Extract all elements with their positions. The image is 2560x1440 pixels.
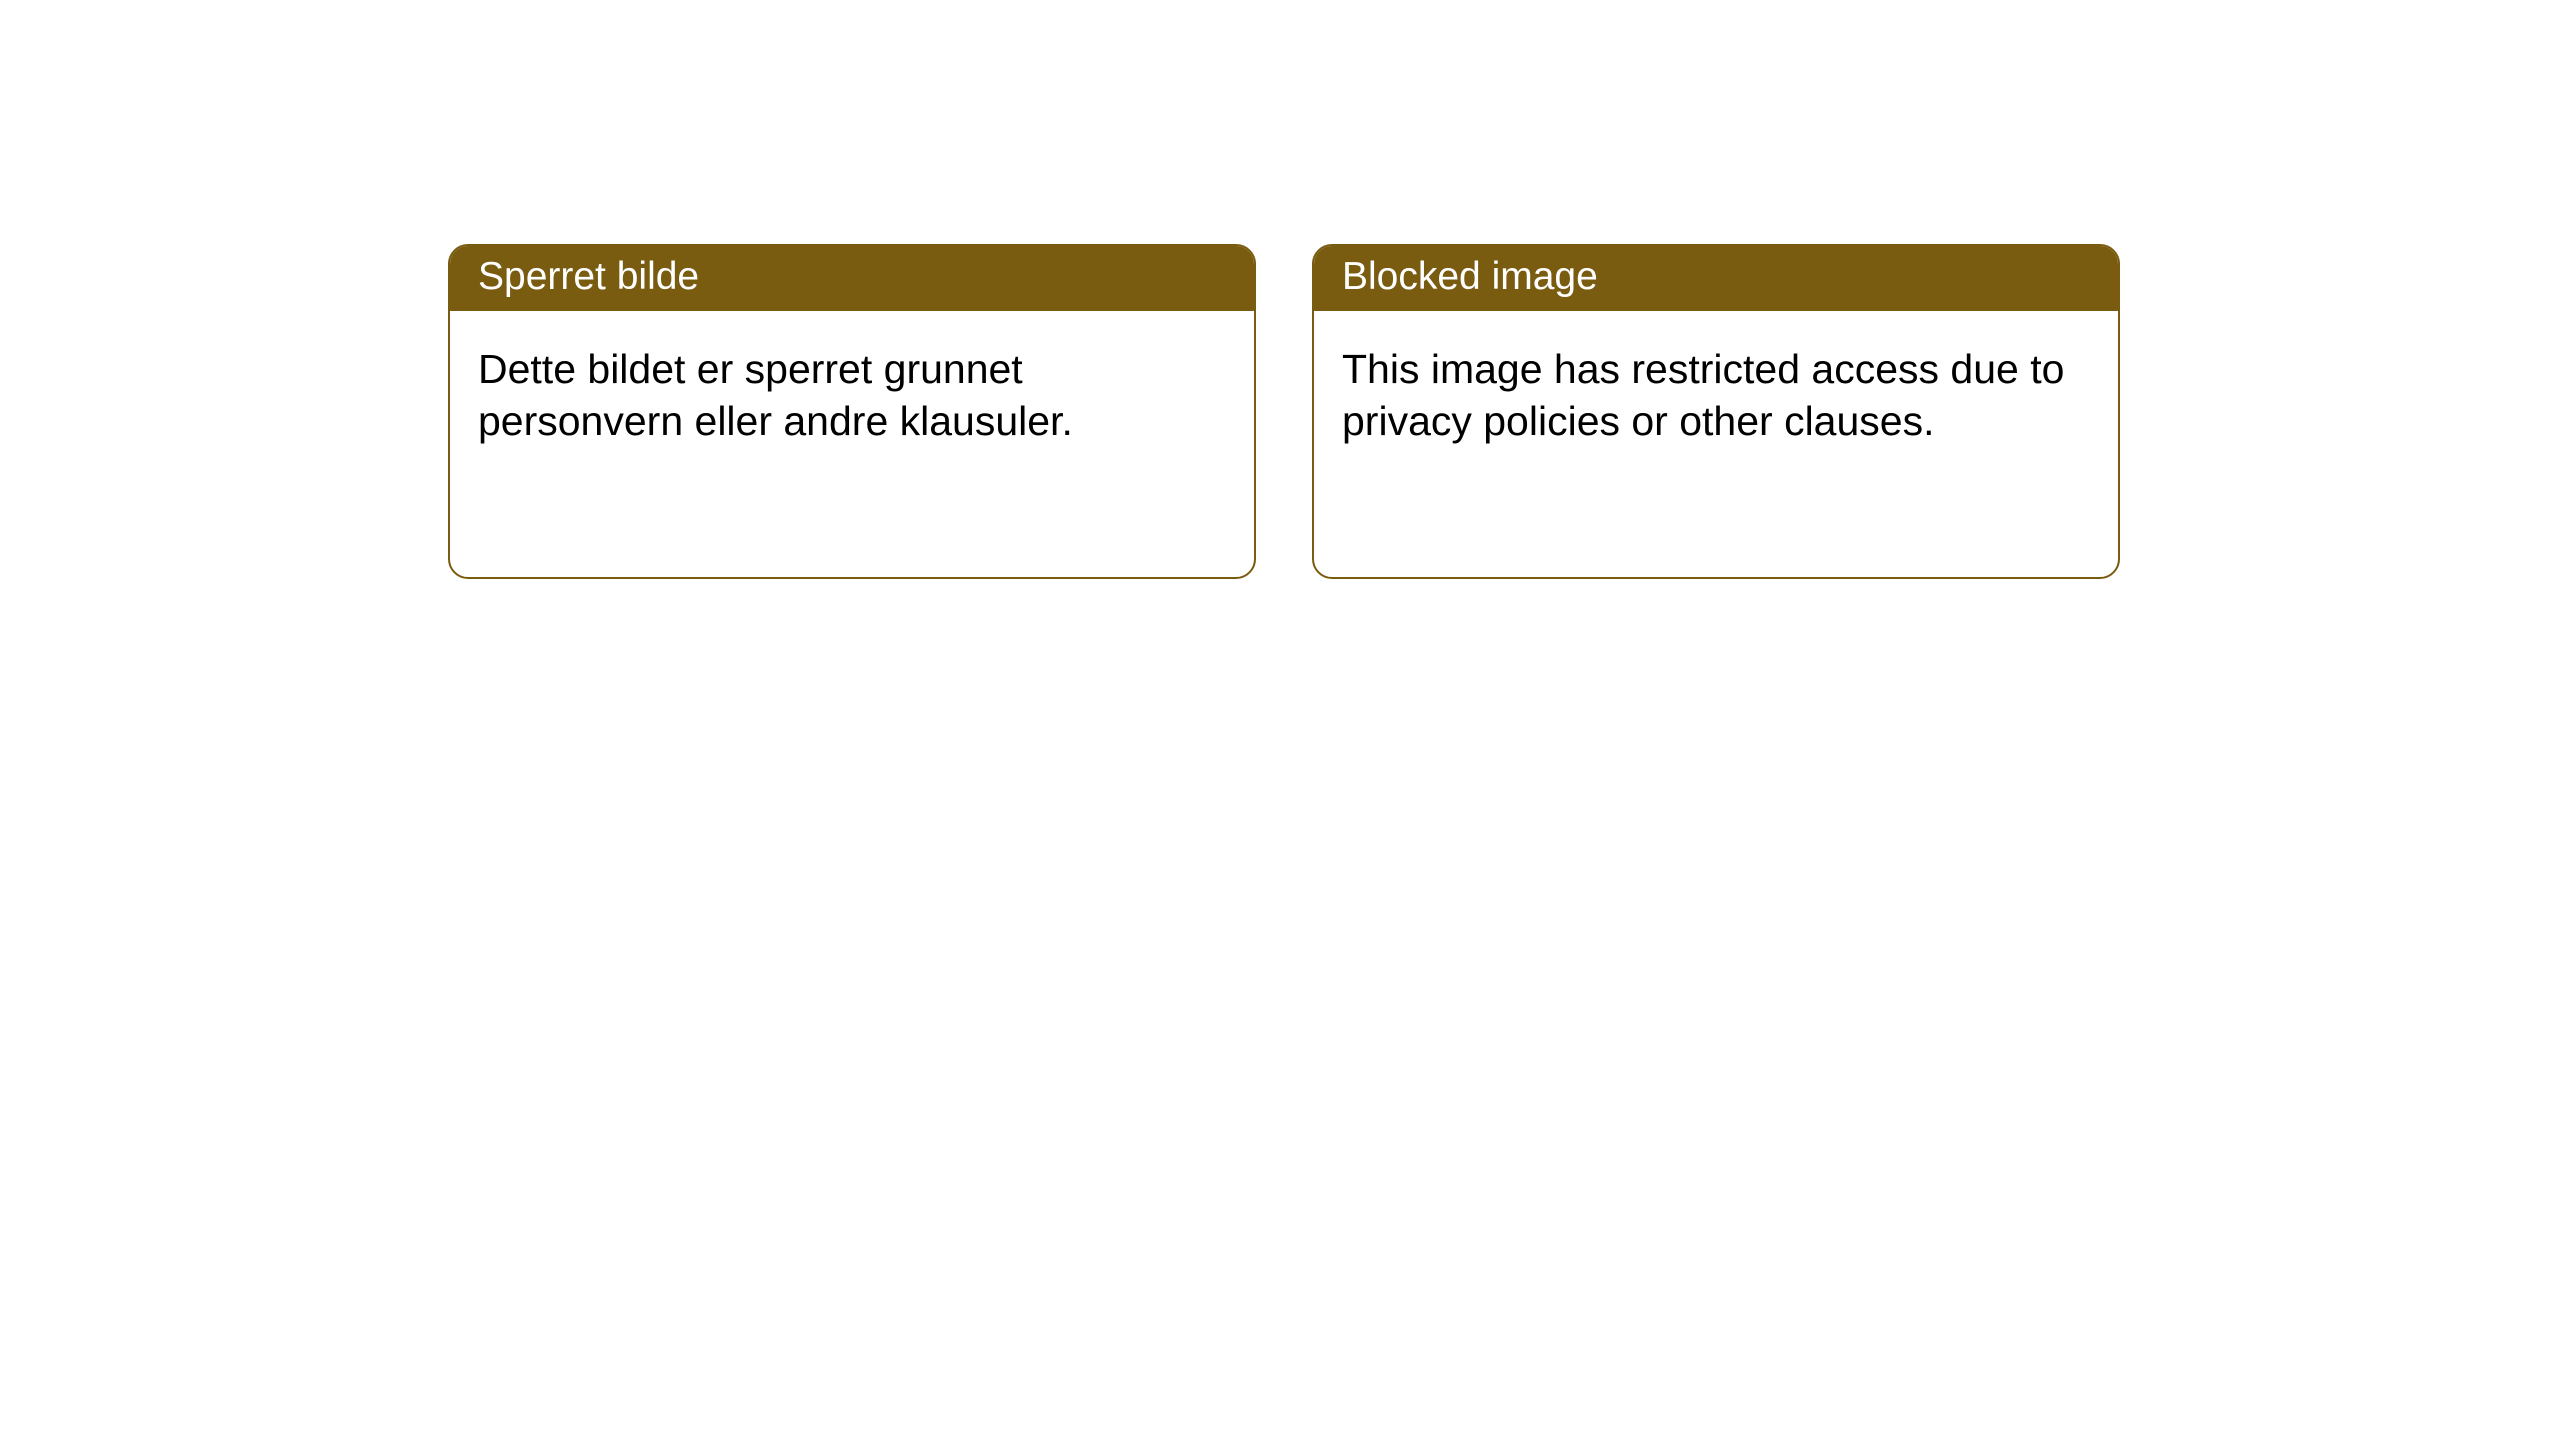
notice-card-header: Blocked image (1314, 246, 2118, 311)
notice-card-body-text: Dette bildet er sperret grunnet personve… (478, 346, 1073, 444)
notice-card-title: Blocked image (1342, 255, 1598, 298)
notice-card-english: Blocked image This image has restricted … (1312, 244, 2120, 579)
notice-card-norwegian: Sperret bilde Dette bildet er sperret gr… (448, 244, 1256, 579)
notice-card-body: This image has restricted access due to … (1314, 311, 2118, 480)
notice-card-header: Sperret bilde (450, 246, 1254, 311)
notice-card-body: Dette bildet er sperret grunnet personve… (450, 311, 1254, 480)
notice-card-title: Sperret bilde (478, 255, 699, 298)
notice-card-body-text: This image has restricted access due to … (1342, 346, 2064, 444)
notice-cards-container: Sperret bilde Dette bildet er sperret gr… (0, 0, 2560, 579)
